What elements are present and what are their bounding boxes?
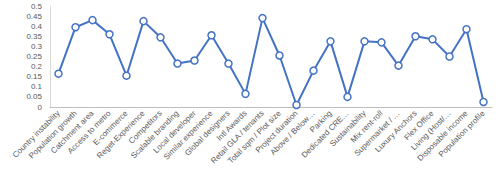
svg-text:0.3: 0.3 [31,42,43,51]
svg-text:Above / Below…: Above / Below… [268,108,317,157]
svg-text:Scalable branding: Scalable branding [129,108,181,161]
svg-text:0.2: 0.2 [31,62,43,71]
svg-text:Disposable income: Disposable income [415,108,470,163]
svg-text:0.4: 0.4 [31,22,43,31]
svg-text:0: 0 [38,103,43,112]
svg-text:0.45: 0.45 [26,12,42,21]
svg-text:0.25: 0.25 [26,52,42,61]
svg-text:Global designers: Global designers [182,108,232,158]
svg-text:Project duration: Project duration [253,108,300,155]
svg-text:0.15: 0.15 [26,72,42,81]
svg-text:Catchment area: Catchment area [49,108,96,156]
svg-text:Supermarket / …: Supermarket / … [352,108,402,158]
svg-text:Sustainability: Sustainability [328,108,368,149]
svg-text:Mix rent-roll: Mix rent-roll [348,108,385,145]
svg-text:Dedicated CRE…: Dedicated CRE… [299,108,351,160]
svg-text:Country instability: Country instability [10,108,62,160]
svg-text:0.1: 0.1 [31,82,43,91]
svg-text:Reget-Experience: Reget-Experience [95,108,147,161]
svg-text:Luxury Anchors: Luxury Anchors [373,108,419,155]
svg-text:Population growth: Population growth [27,108,79,161]
svg-text:Parking: Parking [308,108,334,135]
svg-text:Access to metro: Access to metro [65,108,113,156]
svg-text:0.35: 0.35 [26,32,42,41]
svg-text:Retail GLA / tenants: Retail GLA / tenants [209,108,266,166]
svg-text:E-commerce: E-commerce [91,108,130,148]
svg-text:Total sqm / Plot size: Total sqm / Plot size [226,108,283,166]
svg-text:Intl Awards: Intl Awards [214,108,249,143]
svg-text:Population profile: Population profile [437,108,487,158]
svg-text:Similar experience: Similar experience [161,108,215,162]
svg-text:Living (Host/…: Living (Host/… [409,108,453,153]
svg-text:Competitors: Competitors [126,108,164,146]
svg-text:0.5: 0.5 [31,2,43,11]
svg-text:0.05: 0.05 [26,92,42,101]
svg-text:Local developer: Local developer [151,108,198,155]
svg-text:Flex Office: Flex Office [402,108,436,143]
